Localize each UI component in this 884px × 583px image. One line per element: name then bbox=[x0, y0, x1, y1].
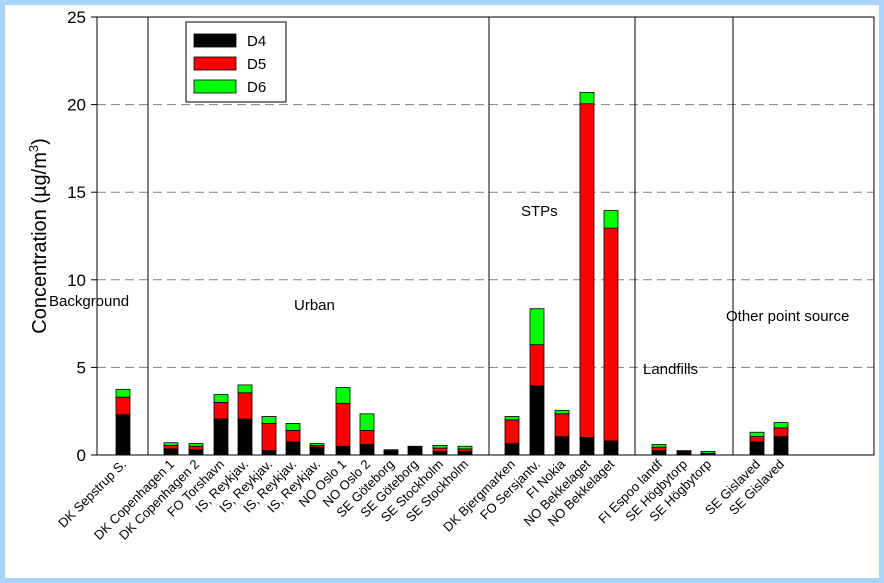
bar-segment-d4 bbox=[432, 451, 448, 456]
gridlines bbox=[97, 104, 874, 368]
legend-label-d6: D6 bbox=[247, 79, 266, 96]
bar-segment-d6 bbox=[383, 449, 399, 452]
group-labels: Background Urban STPs Landfills Other point … bbox=[49, 203, 849, 378]
axes bbox=[96, 16, 875, 456]
bar-segment-d6 bbox=[407, 445, 423, 448]
y-axis-label: Concentration (µg/m3) bbox=[26, 138, 51, 334]
bars bbox=[115, 91, 789, 456]
y-tick-label: 0 bbox=[77, 446, 86, 465]
group-label-background: Background bbox=[49, 293, 129, 310]
bar-segment-d5 bbox=[359, 430, 375, 445]
legend-swatch-d5 bbox=[193, 56, 237, 71]
y-axis-label-text: Concentration (µg/m bbox=[29, 152, 51, 334]
y-tick-label: 10 bbox=[67, 271, 86, 290]
y-axis-label-sup: 3 bbox=[26, 145, 41, 152]
bar-segment-d6 bbox=[432, 444, 448, 449]
bar-segment-d5 bbox=[773, 427, 789, 438]
bar-segment-d4 bbox=[407, 446, 423, 456]
bar-segment-d5 bbox=[163, 444, 179, 450]
bar-segment-d4 bbox=[285, 441, 301, 456]
bar-segment-d4 bbox=[309, 446, 325, 456]
bar-segment-d4 bbox=[529, 385, 545, 456]
legend-label-d4: D4 bbox=[247, 33, 266, 50]
bar-segment-d4 bbox=[651, 450, 667, 456]
bar-segment-d6 bbox=[773, 422, 789, 429]
y-tick-label: 5 bbox=[77, 358, 86, 377]
legend-label-d5: D5 bbox=[247, 56, 266, 73]
bar-segment-d5 bbox=[115, 396, 131, 416]
bar-segment-d6 bbox=[335, 387, 351, 404]
bar-segment-d6 bbox=[188, 443, 204, 447]
bar-segment-d6 bbox=[749, 431, 765, 438]
bar-segment-d4 bbox=[213, 418, 229, 456]
bar-segment-d4 bbox=[115, 414, 131, 456]
bar-segment-d6 bbox=[285, 423, 301, 431]
group-label-stps: STPs bbox=[521, 203, 558, 220]
bar-segment-d4 bbox=[163, 448, 179, 456]
bar-segment-d5 bbox=[213, 402, 229, 420]
group-label-other-point-source: Other point source bbox=[726, 308, 849, 325]
bar-segment-d5 bbox=[603, 227, 619, 442]
bar-segment-d4 bbox=[676, 451, 692, 456]
bar-segment-d5 bbox=[285, 430, 301, 443]
y-axis-label-close: ) bbox=[29, 138, 51, 145]
y-tick-label: 20 bbox=[67, 96, 86, 115]
bar-segment-d6 bbox=[676, 450, 692, 452]
legend-swatch-d4 bbox=[193, 33, 237, 48]
plot-area-border bbox=[96, 16, 875, 456]
y-tick-label: 15 bbox=[67, 183, 86, 202]
bar-segment-d6 bbox=[651, 444, 667, 448]
bar-segment-d6 bbox=[700, 451, 716, 454]
bar-segment-d4 bbox=[237, 418, 253, 456]
bar-segment-d5 bbox=[261, 423, 277, 452]
bar-segment-d4 bbox=[261, 450, 277, 456]
bar-segment-d4 bbox=[383, 451, 399, 456]
bar-segment-d6 bbox=[579, 91, 595, 105]
x-axis-labels: DK Sepstrup S.DK Copenhagen 1DK Copenhag… bbox=[55, 456, 787, 543]
bar-segment-d4 bbox=[773, 436, 789, 456]
bar-segment-d6 bbox=[603, 210, 619, 229]
bar-segment-d6 bbox=[309, 443, 325, 446]
bar-segment-d6 bbox=[261, 416, 277, 424]
bar-segment-d6 bbox=[237, 384, 253, 394]
bar-segment-d6 bbox=[163, 442, 179, 446]
bar-segment-d5 bbox=[237, 392, 253, 420]
bar-segment-d6 bbox=[529, 308, 545, 346]
bar-segment-d5 bbox=[504, 419, 520, 445]
bar-segment-d6 bbox=[359, 413, 375, 431]
bar-segment-d4 bbox=[749, 441, 765, 456]
bar-segment-d4 bbox=[359, 444, 375, 456]
bar-segment-d6 bbox=[115, 388, 131, 398]
bar-segment-d4 bbox=[188, 449, 204, 456]
bar-segment-d6 bbox=[457, 445, 473, 450]
bar-segment-d5 bbox=[432, 447, 448, 452]
bar-segment-d4 bbox=[335, 445, 351, 456]
bar-segment-d4 bbox=[579, 437, 595, 456]
bar-segment-d5 bbox=[529, 344, 545, 387]
y-axis-ticks: 0 5 10 15 20 25 bbox=[67, 8, 97, 465]
bar-segment-d4 bbox=[554, 436, 570, 456]
group-label-urban: Urban bbox=[294, 297, 335, 314]
bar-segment-d5 bbox=[651, 446, 667, 452]
bar-segment-d4 bbox=[457, 451, 473, 456]
bar-segment-d5 bbox=[579, 103, 595, 438]
bar-segment-d4 bbox=[504, 443, 520, 456]
legend-swatch-d6 bbox=[193, 79, 237, 94]
bar-segment-d5 bbox=[188, 445, 204, 451]
bar-segment-d5 bbox=[749, 436, 765, 443]
bar-segment-d5 bbox=[554, 413, 570, 438]
bar-segment-d6 bbox=[504, 416, 520, 421]
legend: D4 D5 D6 bbox=[185, 21, 287, 103]
bar-segment-d6 bbox=[213, 394, 229, 403]
bar-segment-d5 bbox=[335, 402, 351, 447]
bar-segment-d4 bbox=[603, 440, 619, 456]
bar-segment-d6 bbox=[554, 409, 570, 415]
group-separators bbox=[147, 17, 734, 455]
y-tick-label: 25 bbox=[67, 8, 86, 27]
group-label-landfills: Landfills bbox=[643, 361, 698, 378]
